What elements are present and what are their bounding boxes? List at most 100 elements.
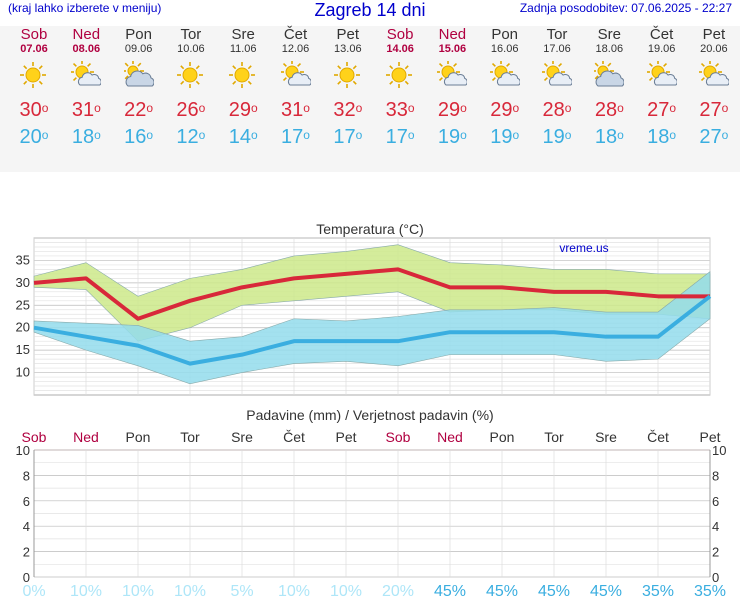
day-date: 19.06 — [647, 43, 676, 55]
min-temp: 20o — [19, 126, 49, 148]
forecast-day[interactable]: Pet 20.06 27o 27o — [688, 26, 740, 150]
partly-cloudy-icon — [426, 56, 478, 96]
y-tick-label: 8 — [23, 468, 30, 483]
precip-probability: 35% — [694, 583, 726, 600]
precip-probability: 10% — [174, 583, 206, 600]
max-temp: 32o — [333, 99, 363, 121]
precip-probability: 45% — [434, 583, 466, 600]
forecast-day[interactable]: Sob 14.06 33o 17o — [374, 26, 426, 150]
forecast-day[interactable]: Čet 12.06 31o 17o — [270, 26, 322, 150]
forecast-day[interactable]: Sob 07.06 30o 20o — [8, 26, 60, 150]
day-name: Tor — [546, 26, 568, 43]
y-tick-label: 25 — [16, 297, 30, 312]
min-temp: 17o — [385, 126, 415, 148]
day-name: Čet — [649, 26, 674, 43]
day-date: 09.06 — [124, 43, 153, 55]
menu-hint[interactable]: (kraj lahko izberete v meniju) — [8, 1, 162, 15]
temperature-series-line — [33, 294, 712, 366]
x-category-label: Sre — [595, 429, 617, 445]
watermark: vreme.us — [559, 241, 608, 255]
day-name: Pon — [125, 26, 152, 43]
forecast-day[interactable]: Tor 17.06 28o 19o — [531, 26, 583, 150]
page-title: Zagreb 14 dni — [314, 0, 426, 20]
sunny-icon — [165, 56, 217, 96]
day-date: 11.06 — [229, 43, 257, 55]
forecast-day[interactable]: Pon 16.06 29o 19o — [479, 26, 531, 150]
temperature-series-line — [33, 267, 710, 321]
max-temp: 22o — [124, 99, 154, 121]
precip-probability: 10% — [278, 583, 310, 600]
forecast-day[interactable]: Pon 09.06 22o 16o — [113, 26, 165, 150]
day-date: 14.06 — [386, 43, 414, 55]
precip-probability: 35% — [642, 583, 674, 600]
max-temp: 31o — [281, 99, 310, 121]
forecast-day[interactable]: Ned 08.06 31o 18o — [60, 26, 112, 150]
forecast-day[interactable]: Ned 15.06 29o 19o — [426, 26, 478, 150]
x-category-label: Ned — [73, 429, 99, 445]
min-temp: 14o — [228, 126, 258, 148]
y-tick-label-right: 0 — [712, 570, 719, 585]
y-tick-label-right: 2 — [712, 545, 719, 560]
precip-probability: 45% — [538, 583, 570, 600]
y-tick-label-right: 10 — [712, 443, 726, 458]
precip-probability: 45% — [590, 583, 622, 600]
day-date: 17.06 — [543, 43, 571, 55]
x-category-label: Sre — [231, 429, 253, 445]
max-temp: 29o — [437, 99, 467, 121]
max-temp: 29o — [228, 99, 258, 121]
precip-probability: 20% — [382, 583, 414, 600]
forecast-day[interactable]: Sre 18.06 28o 18o — [583, 26, 635, 150]
day-name: Ned — [72, 26, 101, 43]
day-name: Ned — [438, 26, 467, 43]
max-temp: 27o — [699, 99, 729, 121]
forecast-day[interactable]: Pet 13.06 32o 17o — [322, 26, 374, 150]
min-temp: 18o — [647, 126, 677, 148]
partly-cloudy-icon — [688, 56, 740, 96]
min-temp: 18o — [594, 126, 624, 148]
day-date: 16.06 — [490, 43, 519, 55]
min-temp: 27o — [699, 126, 729, 148]
precip-probability: 45% — [486, 583, 518, 600]
x-category-label: Čet — [647, 429, 669, 445]
forecast-day[interactable]: Sre 11.06 29o 14o — [217, 26, 269, 150]
precip-probability: 0% — [22, 583, 45, 600]
last-updated: Zadnja posodobitev: 07.06.2025 - 22:27 — [519, 1, 732, 15]
y-tick-label: 4 — [23, 519, 30, 534]
sunny-icon — [322, 56, 374, 96]
x-category-label: Pon — [126, 429, 151, 445]
day-name: Sre — [597, 26, 621, 43]
x-category-label: Tor — [544, 429, 564, 445]
x-category-label: Pet — [335, 429, 356, 445]
x-category-label: Ned — [437, 429, 463, 445]
day-name: Čet — [283, 26, 308, 43]
day-name: Pet — [336, 26, 360, 43]
daily-forecast-strip: Sob 07.06 30o 20o Ned 08.06 31o 18o Pon 09.06 22o 1… — [0, 26, 740, 172]
sunny-icon — [374, 56, 426, 96]
x-category-label: Pon — [490, 429, 515, 445]
partly-cloudy-icon — [636, 56, 688, 96]
day-name: Tor — [180, 26, 202, 43]
y-tick-label: 20 — [16, 320, 30, 335]
forecast-day[interactable]: Tor 10.06 26o 12o — [165, 26, 217, 150]
x-category-label: Tor — [180, 429, 200, 445]
min-temp: 19o — [437, 126, 467, 148]
day-date: 12.06 — [281, 43, 310, 55]
min-temp: 17o — [333, 126, 363, 148]
day-name: Sre — [231, 26, 255, 43]
range-band — [33, 271, 711, 385]
day-name: Pet — [702, 26, 726, 43]
y-tick-label: 2 — [23, 545, 30, 560]
day-date: 18.06 — [595, 43, 624, 55]
forecast-day[interactable]: Čet 19.06 27o 18o — [636, 26, 688, 150]
max-temp: 33o — [385, 99, 415, 121]
day-name: Sob — [386, 26, 414, 43]
max-temp: 31o — [71, 99, 101, 121]
y-tick-label: 10 — [16, 365, 30, 380]
min-temp: 19o — [542, 126, 572, 148]
sunny-icon — [8, 56, 60, 96]
y-tick-label: 6 — [23, 494, 30, 509]
y-tick-label-right: 4 — [712, 519, 719, 534]
temperature-chart-title: Temperatura (°C) — [316, 221, 424, 237]
sunny-icon — [217, 56, 269, 96]
day-date: 08.06 — [72, 43, 101, 55]
